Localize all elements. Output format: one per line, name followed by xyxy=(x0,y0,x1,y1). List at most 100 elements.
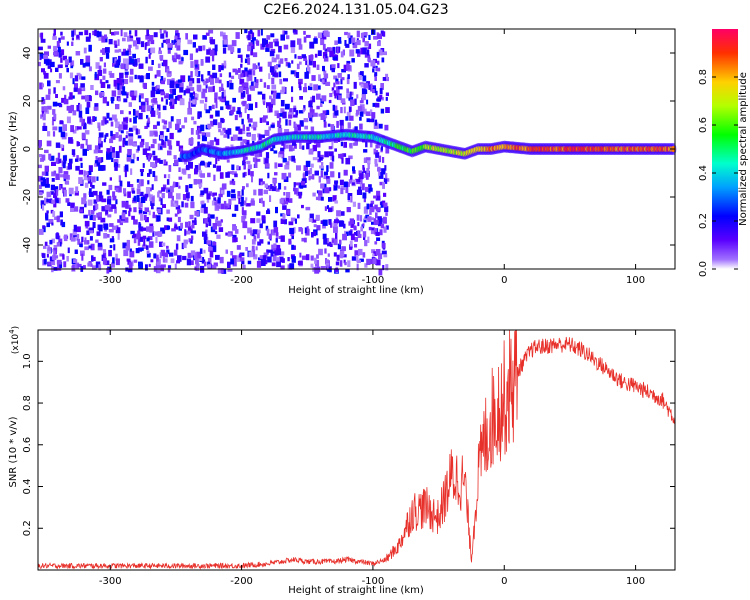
spectrogram-noise-cell xyxy=(220,117,224,124)
spectrogram-noise-cell xyxy=(338,172,341,179)
spectrogram-noise-cell xyxy=(161,42,164,48)
spectrogram-noise-cell xyxy=(279,256,284,263)
spectrogram-noise-cell xyxy=(284,219,287,225)
spectrogram-noise-cell xyxy=(87,177,91,182)
spectrogram-noise-cell xyxy=(98,141,103,148)
spectrogram-noise-cell xyxy=(49,61,55,68)
spectrogram-noise-cell xyxy=(185,230,191,235)
spectrogram-noise-cell xyxy=(41,100,45,105)
spectrogram-noise-cell xyxy=(358,75,362,80)
spectrogram-noise-cell xyxy=(319,165,324,169)
spectrogram-noise-cell xyxy=(104,34,107,39)
spectrogram-noise-cell xyxy=(250,200,255,206)
spectrogram-noise-cell xyxy=(77,88,82,95)
spectrogram-noise-cell xyxy=(254,150,260,158)
spectrogram-noise-cell xyxy=(56,215,60,223)
spectrogram-noise-cell xyxy=(207,213,211,218)
spectrogram-noise-cell xyxy=(289,263,295,270)
spectrogram-noise-cell xyxy=(270,184,273,189)
spectrogram-noise-cell xyxy=(207,258,212,265)
spectrogram-noise-cell xyxy=(171,40,174,45)
spectrogram-noise-cell xyxy=(351,58,355,63)
spectrogram-noise-cell xyxy=(39,191,43,196)
spectrogram-noise-cell xyxy=(357,105,363,112)
spectrogram-noise-cell xyxy=(161,119,165,123)
spectrogram-noise-cell xyxy=(60,131,66,138)
spectrogram-noise-cell xyxy=(259,151,263,157)
spectrogram-noise-cell xyxy=(123,124,128,130)
spectrogram-noise-cell xyxy=(73,224,77,232)
spectrogram-noise-cell xyxy=(76,72,81,76)
spectrogram-noise-cell xyxy=(307,64,310,72)
spectrogram-noise-cell xyxy=(372,102,378,107)
spectrogram-noise-cell xyxy=(256,40,260,46)
spectrogram-noise-cell xyxy=(85,95,89,102)
spectrogram-noise-cell xyxy=(100,217,106,223)
spectrogram-noise-cell xyxy=(294,54,297,59)
spectrogram-noise-cell xyxy=(270,124,275,128)
spectrogram-noise-cell xyxy=(218,129,221,133)
spectrogram-noise-cell xyxy=(265,47,270,52)
spectrogram-noise-cell xyxy=(68,187,74,195)
spectrogram-noise-cell xyxy=(223,200,227,207)
spectrogram-noise-cell xyxy=(97,216,102,220)
spectrogram-noise-cell xyxy=(313,112,318,117)
spectrogram-noise-cell xyxy=(219,98,225,102)
spectrogram-noise-cell xyxy=(198,127,202,134)
spectrogram-noise-cell xyxy=(225,172,230,178)
spectrogram-noise-cell xyxy=(84,201,87,208)
spectrogram-noise-cell xyxy=(272,254,277,262)
spectrogram-noise-cell xyxy=(284,164,290,170)
spectrogram-noise-cell xyxy=(39,56,42,61)
spectrogram-noise-cell xyxy=(102,116,106,122)
spectrogram-noise-cell xyxy=(236,110,241,115)
spectrogram-noise-cell xyxy=(219,73,223,78)
spectrogram-noise-cell xyxy=(87,95,92,102)
spectrogram-noise-cell xyxy=(163,77,166,82)
spectrogram-noise-cell xyxy=(337,73,342,78)
spectrogram-noise-cell xyxy=(84,182,89,188)
spectrogram-noise-cell xyxy=(210,214,215,219)
spectrogram-noise-cell xyxy=(113,79,117,87)
spectrogram-noise-cell xyxy=(372,68,375,73)
spectrogram-noise-cell xyxy=(171,228,176,232)
spectrogram-noise-cell xyxy=(376,190,381,196)
spectrogram-noise-cell xyxy=(378,268,383,276)
spectrogram-noise-cell xyxy=(247,164,252,170)
spectrogram-noise-cell xyxy=(288,198,293,203)
spectrogram-noise-cell xyxy=(322,219,328,226)
spectrogram-noise-cell xyxy=(95,156,98,160)
spectrogram-noise-cell xyxy=(183,90,186,96)
spectrogram-noise-cell xyxy=(385,178,390,182)
spectrogram-noise-cell xyxy=(177,32,180,38)
spectrogram-noise-cell xyxy=(365,173,369,180)
spectrogram-noise-cell xyxy=(308,112,313,118)
spectrogram-noise-cell xyxy=(200,200,205,205)
spectrogram-noise-cell xyxy=(255,102,258,108)
spectrogram-noise-cell xyxy=(266,85,270,90)
spectrogram-noise-cell xyxy=(122,48,126,54)
spectrogram-noise-cell xyxy=(264,260,268,265)
spectrogram-noise-cell xyxy=(99,191,103,198)
spectrogram-noise-cell xyxy=(257,232,260,239)
spectrogram-noise-cell xyxy=(143,82,147,89)
spectrogram-noise-cell xyxy=(133,237,137,244)
spectrogram-noise-cell xyxy=(354,250,360,256)
spectrogram-noise-cell xyxy=(256,218,261,223)
spectrogram-noise-cell xyxy=(242,124,245,131)
spectrogram-noise-cell xyxy=(160,80,165,85)
spectrogram-noise-cell xyxy=(102,48,106,55)
spectrogram-noise-cell xyxy=(314,267,320,274)
spectrogram-noise-cell xyxy=(266,249,269,255)
spectrogram-noise-cell xyxy=(133,90,138,98)
spectrogram-noise-cell xyxy=(109,117,113,121)
spectrogram-noise-cell xyxy=(87,144,92,151)
spectrogram-noise-cell xyxy=(352,201,356,207)
spectrogram-noise-cell xyxy=(211,104,215,109)
spectrogram-noise-cell xyxy=(360,83,364,88)
spectrogram-noise-cell xyxy=(305,228,310,236)
spectrogram-noise-cell xyxy=(233,237,238,242)
spectrogram-noise-cell xyxy=(101,35,106,43)
spectrogram-noise-cell xyxy=(176,44,181,51)
spectrogram-noise-cell xyxy=(106,268,110,274)
